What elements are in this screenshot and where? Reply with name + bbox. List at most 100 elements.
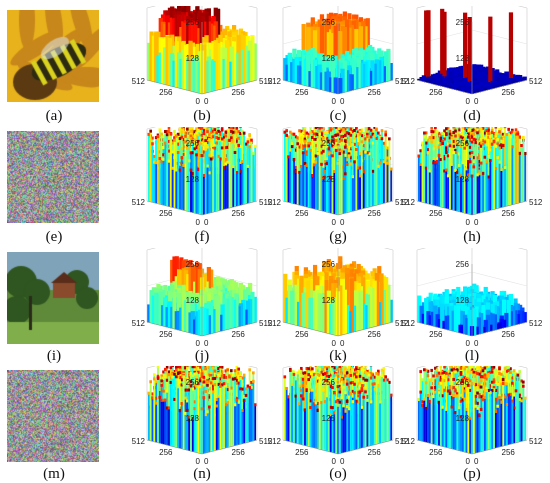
z-tick-high: 256 xyxy=(322,139,336,148)
x-tick-max: 512 xyxy=(395,437,408,446)
surface-marks xyxy=(417,366,527,454)
x-tick-max: 512 xyxy=(395,77,408,86)
x-tick-mid: 256 xyxy=(502,88,516,97)
subfigure-caption: (m) xyxy=(43,466,65,482)
x-tick-mid: 256 xyxy=(502,330,516,339)
z-tick-high: 256 xyxy=(322,260,336,269)
z-tick-high: 256 xyxy=(186,18,200,27)
x-tick-max: 512 xyxy=(395,198,408,207)
noise-surface-plot-9: 256 128 512 256 0 0 256 512 xyxy=(132,366,272,466)
noise-image-3 xyxy=(7,370,99,462)
subfigure-caption: (o) xyxy=(329,466,347,482)
x-tick-mid: 256 xyxy=(502,209,516,218)
x-tick-max: 512 xyxy=(395,319,408,328)
subfigure-caption: (e) xyxy=(45,229,63,245)
x-tick-mid: 256 xyxy=(368,209,382,218)
surface-marks xyxy=(417,283,527,336)
z-tick-low: 128 xyxy=(186,54,200,63)
y-tick-origin: 0 xyxy=(466,218,471,227)
x-tick-mid: 256 xyxy=(368,330,382,339)
spikes-surface-plot-2: 256 128 512 256 0 0 256 512 xyxy=(402,6,542,106)
y-tick-origin: 0 xyxy=(466,97,471,106)
y-tick-max: 512 xyxy=(268,319,282,328)
surface-marks xyxy=(147,127,257,215)
z-tick-low: 128 xyxy=(322,54,336,63)
x-tick-mid: 256 xyxy=(232,209,246,218)
surface-marks xyxy=(283,127,393,215)
subfigure-caption: (p) xyxy=(463,466,481,482)
noise-image-1 xyxy=(7,131,99,223)
y-tick-origin: 0 xyxy=(332,457,337,466)
y-tick-mid: 256 xyxy=(159,330,173,339)
y-tick-origin: 0 xyxy=(196,97,201,106)
y-tick-max: 512 xyxy=(402,198,416,207)
y-tick-mid: 256 xyxy=(295,330,309,339)
x-tick-origin: 0 xyxy=(204,97,209,106)
y-tick-mid: 256 xyxy=(159,448,173,457)
subfigure-caption: (i) xyxy=(46,348,62,364)
y-tick-max: 512 xyxy=(132,319,146,328)
z-tick-high: 256 xyxy=(456,260,470,269)
y-tick-max: 512 xyxy=(268,77,282,86)
subfigure-caption: (c) xyxy=(329,108,347,124)
z-tick-high: 256 xyxy=(322,378,336,387)
y-tick-mid: 256 xyxy=(159,209,173,218)
y-tick-mid: 256 xyxy=(429,209,443,218)
y-tick-max: 512 xyxy=(402,77,416,86)
y-tick-origin: 0 xyxy=(466,339,471,348)
x-tick-max: 512 xyxy=(529,437,542,446)
surface-marks xyxy=(417,8,527,94)
y-tick-origin: 0 xyxy=(466,457,471,466)
z-tick-low: 128 xyxy=(456,414,470,423)
x-tick-max: 512 xyxy=(259,437,272,446)
x-tick-mid: 256 xyxy=(368,88,382,97)
x-tick-origin: 0 xyxy=(204,339,209,348)
z-tick-high: 256 xyxy=(186,260,200,269)
y-tick-max: 512 xyxy=(268,198,282,207)
y-tick-mid: 256 xyxy=(429,88,443,97)
subfigure-caption: (a) xyxy=(45,108,63,124)
y-tick-mid: 256 xyxy=(159,88,173,97)
z-tick-high: 256 xyxy=(186,378,200,387)
y-tick-max: 512 xyxy=(132,77,146,86)
x-tick-mid: 256 xyxy=(232,448,246,457)
x-tick-origin: 0 xyxy=(204,457,209,466)
subfigure-caption: (g) xyxy=(329,229,347,245)
y-tick-origin: 0 xyxy=(332,218,337,227)
x-tick-max: 512 xyxy=(529,77,542,86)
surface-marks xyxy=(283,366,393,454)
z-tick-low: 128 xyxy=(322,175,336,184)
y-tick-max: 512 xyxy=(268,437,282,446)
z-tick-low: 128 xyxy=(186,414,200,423)
y-tick-max: 512 xyxy=(132,198,146,207)
y-tick-origin: 0 xyxy=(196,218,201,227)
z-tick-high: 256 xyxy=(322,18,336,27)
z-tick-high: 256 xyxy=(456,378,470,387)
blocks-flat-surface-plot-1: 256 128 512 256 0 0 256 512 xyxy=(268,6,408,106)
x-tick-max: 512 xyxy=(259,198,272,207)
subfigure-caption: (n) xyxy=(193,466,211,482)
x-tick-max: 512 xyxy=(259,77,272,86)
subfigure-caption: (j) xyxy=(194,348,210,364)
y-tick-origin: 0 xyxy=(332,97,337,106)
terrain-low-surface-plot-8: 256 128 512 256 0 0 256 512 xyxy=(402,248,542,348)
y-tick-mid: 256 xyxy=(429,330,443,339)
subfigure-caption: (k) xyxy=(329,348,347,364)
x-tick-max: 512 xyxy=(529,319,542,328)
z-tick-low: 128 xyxy=(186,296,200,305)
subfigure-caption: (f) xyxy=(194,229,210,245)
z-tick-low: 128 xyxy=(322,414,336,423)
x-tick-origin: 0 xyxy=(340,339,345,348)
y-tick-mid: 256 xyxy=(295,88,309,97)
x-tick-max: 512 xyxy=(529,198,542,207)
surface-marks xyxy=(147,366,257,454)
z-tick-low: 128 xyxy=(186,175,200,184)
z-tick-low: 128 xyxy=(456,175,470,184)
y-tick-max: 512 xyxy=(402,319,416,328)
x-tick-mid: 256 xyxy=(232,88,246,97)
surface-marks xyxy=(283,11,393,94)
x-tick-max: 512 xyxy=(259,319,272,328)
x-tick-origin: 0 xyxy=(474,97,479,106)
noise-surface-plot-4: 256 128 512 256 0 0 256 512 xyxy=(268,127,408,227)
